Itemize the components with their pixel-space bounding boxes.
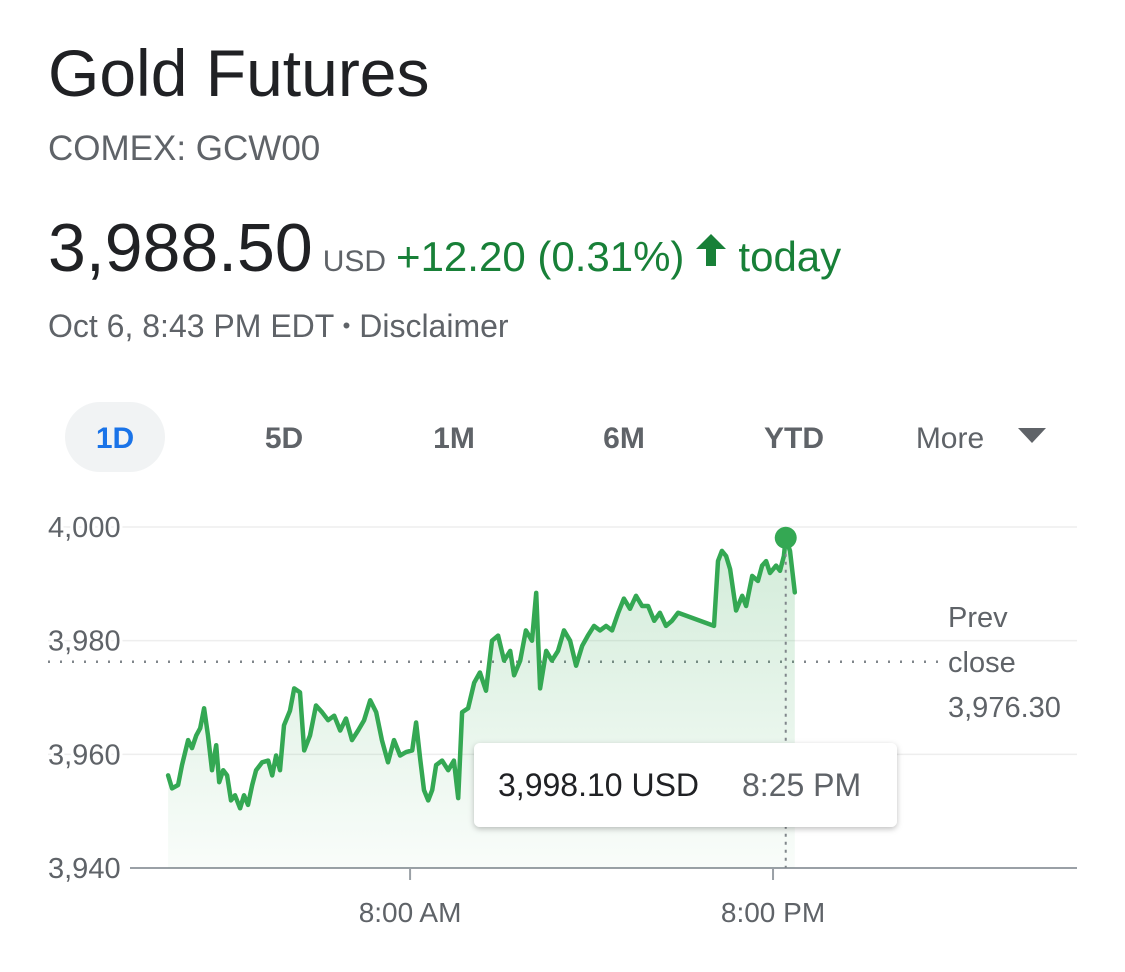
y-tick-label: 3,980 <box>48 626 121 658</box>
title: Gold Futures <box>48 36 430 110</box>
tabs: 1D 5D 1M 6M YTD More <box>96 422 984 455</box>
y-tick-label: 3,940 <box>48 853 121 885</box>
timestamp: Oct 6, 8:43 PM EDT <box>48 308 334 344</box>
prev-close-label: Prev <box>948 602 1008 634</box>
tab[interactable]: YTD <box>764 422 824 455</box>
up-arrow <box>696 234 727 266</box>
tooltip-value: 3,998.10 USD <box>498 767 699 803</box>
tooltip-box <box>474 743 897 827</box>
symbol: COMEX: GCW00 <box>48 129 321 168</box>
currency: USD <box>322 245 387 278</box>
prev-close-value: 3,976.30 <box>948 692 1061 724</box>
tab[interactable]: 6M <box>603 422 645 455</box>
tab[interactable]: 5D <box>265 422 303 455</box>
tooltip-time: 8:25 PM <box>742 767 861 803</box>
separator: • <box>342 313 351 338</box>
prev-close-label: close <box>948 647 1016 679</box>
change: +12.20 (0.31%) <box>396 233 685 280</box>
selected-tab-bg <box>65 402 165 472</box>
dropdown-arrow <box>1018 428 1046 443</box>
x-tick-label: 8:00 PM <box>721 897 825 928</box>
price-line <box>165 535 798 811</box>
y-tick-label: 3,960 <box>48 739 121 771</box>
y-tick-label: 4,000 <box>48 512 121 544</box>
period: today <box>738 233 842 280</box>
timestamp-row: Oct 6, 8:43 PM EDT • Disclaimer <box>48 310 509 342</box>
x-tick-label: 8:00 AM <box>359 897 462 928</box>
tab[interactable]: 1M <box>433 422 475 455</box>
tab[interactable]: 1D <box>96 422 134 455</box>
price-row: 3,988.50 USD +12.20 (0.31%) today <box>48 214 841 282</box>
hover-dot <box>774 526 797 549</box>
plot: 3,940 3,960 3,980 4,000 8:00 AM 8:00 PM Prev cl… <box>45 509 1077 928</box>
disclaimer[interactable]: Disclaimer <box>359 308 509 344</box>
tab[interactable]: More <box>916 422 984 455</box>
price: 3,988.50 <box>48 210 313 286</box>
